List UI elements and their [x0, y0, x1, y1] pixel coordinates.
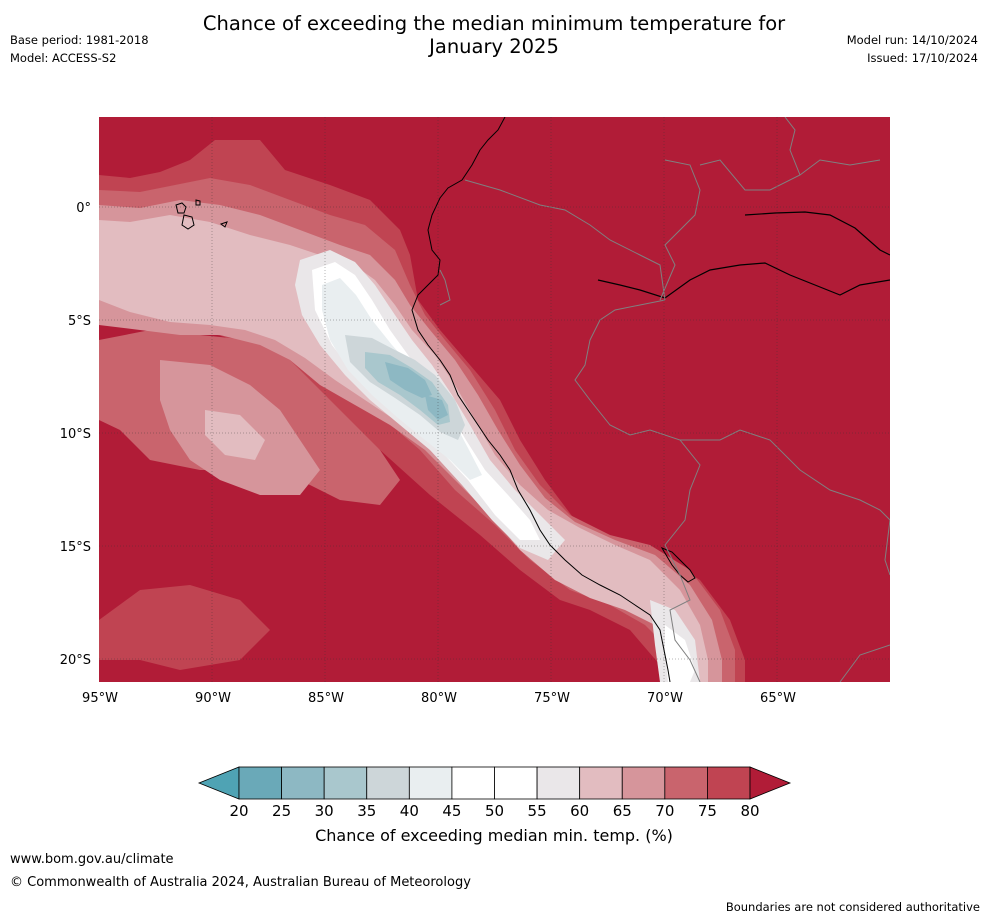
colorbar-tick: 80	[740, 802, 759, 820]
band-50-south	[665, 625, 695, 682]
colorbar-cell	[494, 766, 538, 800]
lon-tick: 90°W	[195, 691, 231, 706]
footer-disclaimer: Boundaries are not considered authoritat…	[725, 900, 980, 914]
colorbar: 20 25 30 35 40 45 50 55 60 65 70 75 80	[197, 766, 792, 820]
issued-date: Issued: 17/10/2024	[867, 51, 978, 65]
colorbar-tick: 75	[698, 802, 717, 820]
colorbar-cell	[707, 766, 751, 800]
colorbar-cell	[323, 766, 368, 800]
colorbar-tick: 50	[485, 802, 504, 820]
title-line-1: Chance of exceeding the median minimum t…	[202, 12, 786, 35]
colorbar-tick: 30	[315, 802, 334, 820]
lake-titicaca	[660, 546, 696, 583]
lat-tick: 20°S	[60, 653, 91, 668]
lon-tick: 95°W	[82, 691, 118, 706]
lon-tick: 70°W	[647, 691, 683, 706]
lat-tick: 10°S	[60, 427, 91, 442]
lon-tick-labels: 95°W 90°W 85°W 80°W 75°W 70°W 65°W	[82, 691, 796, 706]
colorbar-tick: 65	[613, 802, 632, 820]
band-25	[385, 362, 432, 398]
colorbar-tick: 60	[570, 802, 589, 820]
colorbar-tick: 40	[400, 802, 419, 820]
rio-negro	[744, 211, 890, 256]
meta-right: Model run: 14/10/2024 Issued: 17/10/2024	[847, 31, 978, 67]
colorbar-cell	[664, 766, 708, 800]
colorbar-arrow-high	[749, 766, 792, 800]
colorbar-cell	[281, 766, 325, 800]
meta-left: Base period: 1981-2018 Model: ACCESS-S2	[10, 31, 149, 67]
colorbar-arrow-low	[197, 766, 240, 800]
lon-tick: 75°W	[534, 691, 570, 706]
lat-tick-labels: 0° 5°S 10°S 15°S 20°S	[60, 201, 91, 668]
lon-tick: 85°W	[308, 691, 344, 706]
lon-tick: 65°W	[760, 691, 796, 706]
galapagos-islands	[175, 199, 228, 230]
title-line-2: January 2025	[429, 35, 559, 58]
colorbar-tick-labels: 20 25 30 35 40 45 50 55 60 65 70 75 80	[229, 802, 759, 820]
colorbar-cell	[536, 766, 581, 800]
coastline	[411, 117, 671, 682]
amazon-river	[597, 262, 890, 299]
colorbar-cell	[621, 766, 666, 800]
band-25-b	[425, 395, 448, 420]
colorbar-tick: 70	[655, 802, 674, 820]
lat-tick: 0°	[76, 201, 91, 216]
colorbar-tick: 55	[528, 802, 547, 820]
colorbar-cell	[366, 766, 410, 800]
model-run: Model run: 14/10/2024	[846, 33, 978, 47]
band-60	[99, 215, 708, 682]
map-plot	[99, 117, 890, 682]
country-borders	[439, 117, 890, 682]
colorbar-tick: 45	[442, 802, 461, 820]
grid-lines	[99, 117, 890, 682]
band-75-south	[99, 585, 270, 670]
footer-url[interactable]: www.bom.gov.au/climate	[10, 852, 174, 867]
base-period: Base period: 1981-2018	[10, 33, 149, 47]
colorbar-cell	[451, 766, 495, 800]
colorbar-cell	[238, 766, 282, 800]
colorbar-cells	[197, 766, 792, 800]
page-title: Chance of exceeding the median minimum t…	[0, 12, 988, 58]
lon-tick: 80°W	[421, 691, 457, 706]
band-60-west	[205, 410, 265, 460]
colorbar-cell	[579, 766, 623, 800]
colorbar-tick: 35	[357, 802, 376, 820]
colorbar-tick: 20	[229, 802, 248, 820]
lat-tick: 15°S	[60, 540, 91, 555]
footer-copyright: © Commonwealth of Australia 2024, Austra…	[10, 875, 471, 890]
lat-tick: 5°S	[68, 314, 91, 329]
model-name: Model: ACCESS-S2	[10, 51, 117, 65]
colorbar-cell	[408, 766, 453, 800]
colorbar-tick: 25	[272, 802, 291, 820]
colorbar-label: Chance of exceeding median min. temp. (%…	[315, 826, 673, 845]
